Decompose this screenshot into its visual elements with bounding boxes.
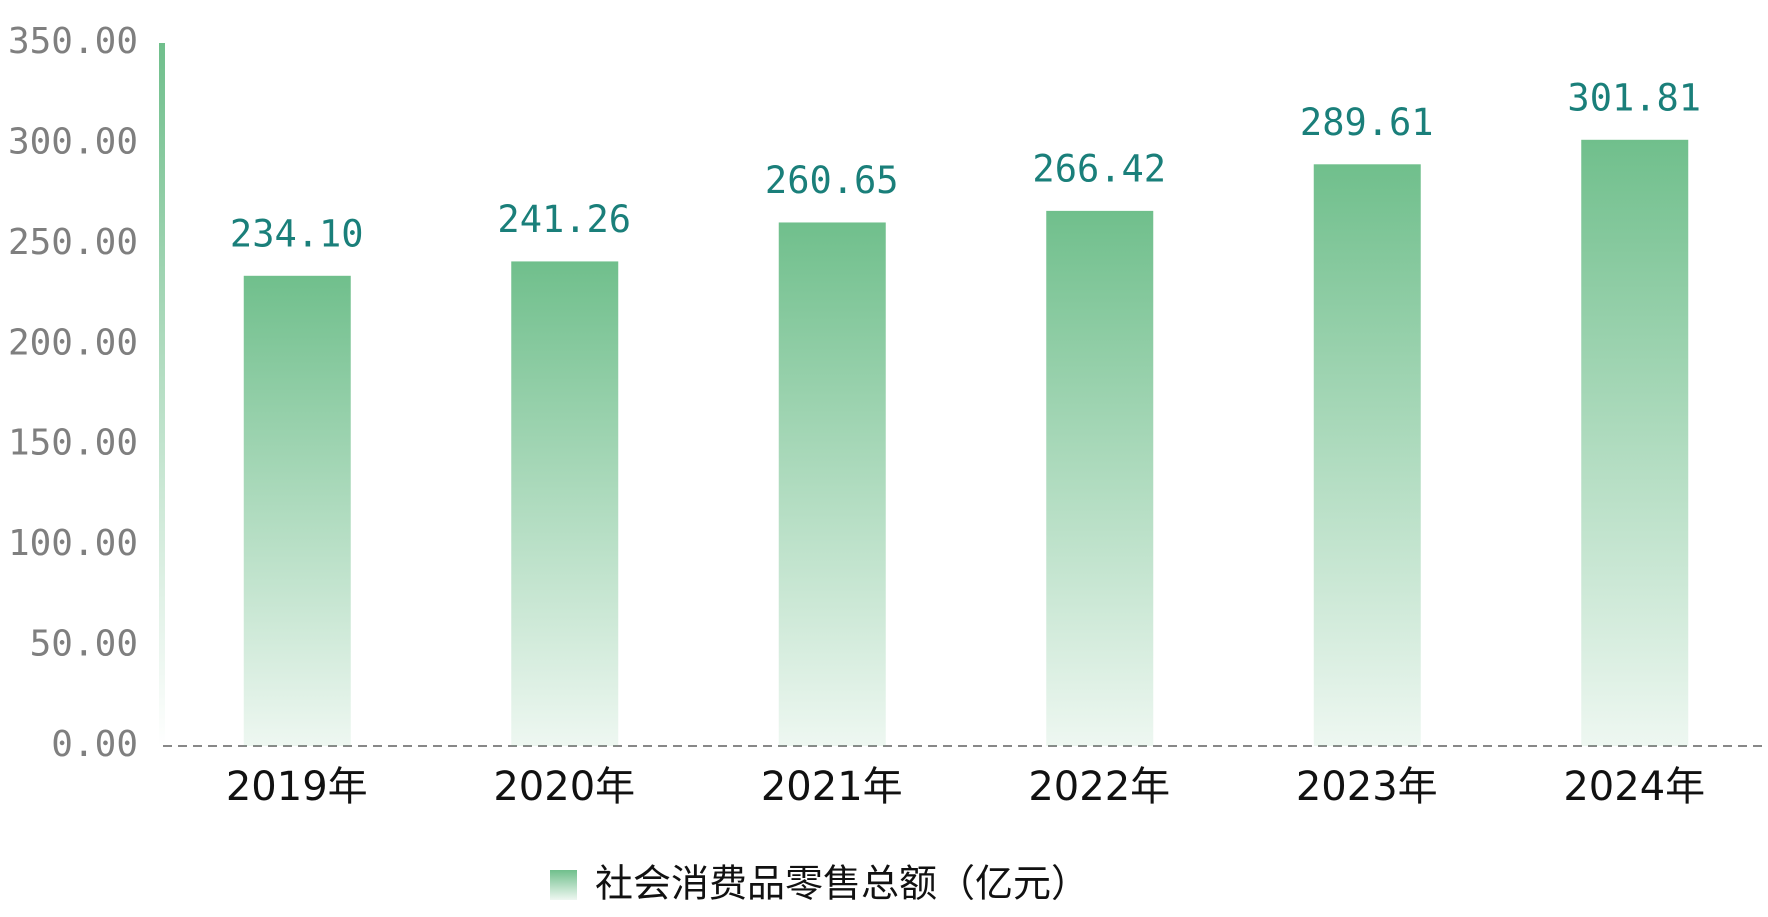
x-tick-label: 2024年 (1563, 764, 1705, 810)
x-tick-label: 2022年 (1028, 764, 1170, 810)
bar (511, 261, 619, 746)
x-tick-label: 2021年 (761, 764, 903, 810)
bar (778, 222, 886, 747)
data-label: 266.42 (1032, 147, 1166, 190)
bar (1581, 139, 1689, 746)
data-label: 260.65 (765, 159, 899, 202)
legend-swatch (550, 870, 577, 900)
data-label: 241.26 (497, 198, 631, 241)
y-tick-label: 250.00 (8, 222, 138, 263)
data-label: 234.10 (230, 212, 364, 255)
data-label: 301.81 (1567, 76, 1701, 119)
bar (1313, 164, 1421, 747)
x-tick-label: 2020年 (493, 764, 635, 810)
y-tick-label: 200.00 (8, 322, 138, 363)
bar (1046, 210, 1154, 746)
y-tick-label: 150.00 (8, 423, 138, 464)
y-tick-label: 0.00 (51, 724, 138, 765)
y-axis-line (159, 43, 165, 746)
x-tick-label: 2023年 (1296, 764, 1438, 810)
bar (243, 275, 351, 746)
data-label: 289.61 (1300, 101, 1434, 144)
y-tick-label: 350.00 (8, 21, 138, 62)
x-tick-label: 2019年 (226, 764, 368, 810)
y-tick-label: 100.00 (8, 523, 138, 564)
y-tick-label: 300.00 (8, 121, 138, 162)
y-tick-label: 50.00 (30, 624, 138, 665)
legend-label: 社会消费品零售总额（亿元） (595, 862, 1089, 906)
